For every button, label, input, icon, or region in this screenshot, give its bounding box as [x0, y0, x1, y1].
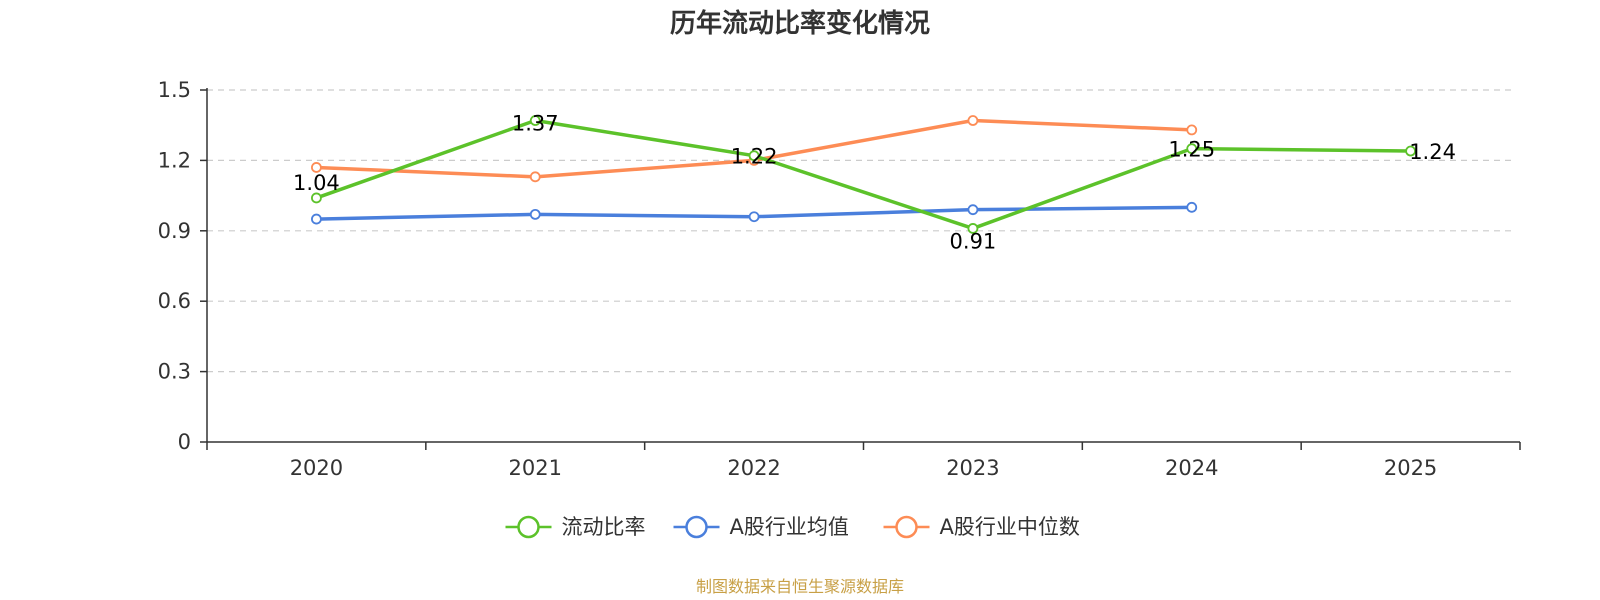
legend: 流动比率 A股行业均值 A股行业中位数	[505, 515, 1080, 539]
source-note: 制图数据来自恒生聚源数据库	[696, 577, 904, 596]
legend-marker-2	[895, 515, 918, 539]
y-tick-label: 0.3	[158, 360, 191, 384]
legend-marker-1	[685, 515, 708, 539]
data-point	[967, 204, 979, 216]
y-tick-label: 0.6	[158, 289, 191, 313]
data-label: 1.22	[731, 145, 778, 169]
legend-label-1: A股行业均值	[730, 515, 849, 539]
data-point	[748, 211, 760, 223]
legend-marker-0	[517, 515, 540, 539]
y-tick-label: 1.2	[158, 148, 191, 172]
data-point	[529, 115, 541, 126]
data-point	[1186, 201, 1198, 213]
y-tick-label: 1.5	[158, 78, 191, 102]
x-tick-label: 2023	[946, 456, 999, 480]
legend-label-0: 流动比率	[562, 515, 646, 539]
data-point	[748, 150, 760, 162]
gridlines	[207, 89, 1512, 373]
data-label: 1.04	[293, 171, 340, 195]
y-tick-label: 0.9	[158, 219, 191, 243]
data-point	[967, 115, 979, 126]
x-tick-label: 2020	[290, 456, 343, 480]
series-line-0	[315, 118, 1411, 231]
data-labels: 1.04 1.37 1.22 0.91 1.25 1.24	[293, 112, 1456, 254]
chart-title: 历年流动比率变化情况	[670, 8, 930, 39]
data-point	[1186, 143, 1198, 155]
x-tick-label: 2022	[727, 456, 780, 480]
x-tick-label: 2025	[1384, 456, 1437, 480]
data-point	[311, 162, 322, 173]
y-tick-label: 0	[178, 430, 191, 454]
data-point	[529, 208, 541, 220]
data-label: 1.25	[1168, 138, 1215, 162]
data-label: 0.91	[950, 229, 997, 253]
axes: 0 0.3 0.6 0.9 1.2 1.5 2020 2021 2022 2023 2024 2025	[158, 78, 1521, 480]
data-point	[529, 171, 541, 183]
data-label: 1.24	[1409, 140, 1456, 164]
series-layer	[311, 115, 1416, 234]
legend-label-2: A股行业中位数	[940, 515, 1080, 539]
data-point	[1405, 145, 1416, 157]
data-point	[967, 223, 979, 234]
x-tick-label: 2024	[1165, 456, 1218, 480]
x-tick-label: 2021	[509, 456, 562, 480]
data-point	[311, 192, 322, 204]
data-point	[1186, 124, 1198, 136]
data-label: 1.37	[512, 112, 559, 136]
data-point	[311, 213, 322, 225]
